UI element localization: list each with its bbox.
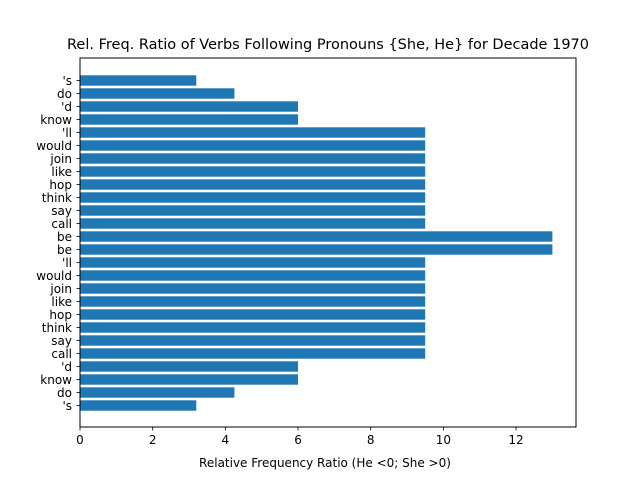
bar-4: [80, 127, 426, 138]
y-tick-label-15: would: [36, 269, 72, 283]
bar-2: [80, 101, 299, 112]
y-tick-label-17: like: [51, 295, 72, 309]
bar-9: [80, 192, 426, 203]
bar-10: [80, 205, 426, 216]
bar-20: [80, 335, 426, 346]
y-tick-label-4: 'll: [62, 126, 72, 140]
bar-14: [80, 257, 426, 268]
y-tick-label-10: say: [51, 204, 72, 218]
bar-18: [80, 309, 426, 320]
bar-13: [80, 244, 553, 255]
bar-3: [80, 114, 299, 125]
chart-title: Rel. Freq. Ratio of Verbs Following Pron…: [67, 37, 589, 53]
bar-11: [80, 218, 426, 229]
y-tick-label-3: know: [40, 113, 72, 127]
y-tick-label-14: 'll: [62, 256, 72, 270]
y-tick-label-8: hop: [49, 178, 72, 192]
y-tick-label-11: call: [51, 217, 72, 231]
y-tick-label-2: 'd: [61, 100, 72, 114]
bar-23: [80, 374, 299, 385]
bar-6: [80, 153, 426, 164]
bar-8: [80, 179, 426, 190]
y-tick-label-18: hop: [49, 308, 72, 322]
y-tick-label-6: join: [49, 152, 72, 166]
bar-17: [80, 296, 426, 307]
bar-7: [80, 166, 426, 177]
y-tick-label-19: think: [42, 321, 72, 335]
bar-25: [80, 400, 197, 411]
bar-21: [80, 348, 426, 359]
bar-0: [80, 75, 197, 86]
y-tick-label-25: 's: [62, 399, 72, 413]
y-tick-label-5: would: [36, 139, 72, 153]
y-tick-label-24: do: [57, 386, 72, 400]
bars-group: [80, 75, 553, 411]
x-tick-label-3: 6: [294, 433, 302, 447]
x-axis-label: Relative Frequency Ratio (He <0; She >0): [199, 456, 451, 470]
y-axis-ticks: 'sdo'dknow'llwouldjoinlikehopthinksaycal…: [36, 74, 80, 413]
y-tick-label-7: like: [51, 165, 72, 179]
x-tick-label-4: 8: [367, 433, 375, 447]
y-tick-label-1: do: [57, 87, 72, 101]
y-tick-label-22: 'd: [61, 360, 72, 374]
bar-12: [80, 231, 553, 242]
y-tick-label-12: be: [57, 230, 72, 244]
x-tick-label-2: 4: [222, 433, 230, 447]
bar-5: [80, 140, 426, 151]
x-tick-label-1: 2: [149, 433, 157, 447]
y-tick-label-0: 's: [62, 74, 72, 88]
x-tick-label-6: 12: [508, 433, 523, 447]
y-tick-label-23: know: [40, 373, 72, 387]
bar-1: [80, 88, 235, 99]
y-tick-label-13: be: [57, 243, 72, 257]
y-tick-label-20: say: [51, 334, 72, 348]
bar-15: [80, 270, 426, 281]
x-tick-label-5: 10: [436, 433, 451, 447]
x-axis-ticks: 0 2 4 6 8 10 12: [76, 427, 524, 447]
x-tick-label-0: 0: [76, 433, 84, 447]
plot-frame: [79, 57, 577, 428]
y-tick-label-16: join: [49, 282, 72, 296]
bar-19: [80, 322, 426, 333]
bar-24: [80, 387, 235, 398]
bar-22: [80, 361, 299, 372]
bar-16: [80, 283, 426, 294]
y-tick-label-9: think: [42, 191, 72, 205]
y-tick-label-21: call: [51, 347, 72, 361]
